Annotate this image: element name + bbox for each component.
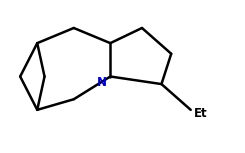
Text: Et: Et	[194, 107, 208, 120]
Text: N: N	[97, 76, 107, 89]
